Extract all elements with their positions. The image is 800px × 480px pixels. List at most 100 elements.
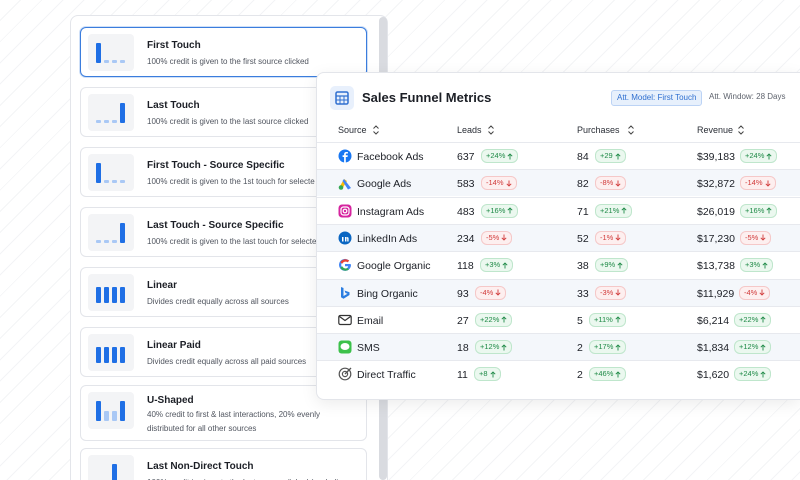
- trend-arrow: [501, 234, 507, 242]
- change-value: +16%: [745, 205, 765, 215]
- model-description: 100% credit is given to the last source …: [147, 117, 309, 126]
- change-value: -4%: [480, 287, 494, 297]
- change-badge: +21%: [595, 203, 633, 218]
- change-badge: +22%: [475, 312, 513, 327]
- window-label: Att. Window: 28 Days: [709, 92, 786, 101]
- model-title: Linear: [147, 280, 178, 291]
- trend-arrow: [502, 262, 508, 269]
- source-icon: [338, 204, 352, 218]
- leads-value: 93: [457, 287, 469, 300]
- purchases-value: 5: [577, 314, 583, 327]
- change-badge: +46%: [589, 367, 627, 382]
- model-icon: [88, 94, 134, 131]
- trend-arrow: [764, 180, 771, 187]
- change-badge: +24%: [734, 367, 772, 382]
- trend-arrow: [617, 262, 623, 269]
- source-name: Google Organic: [357, 260, 431, 273]
- change-badge: +8: [474, 367, 501, 382]
- model-icon: [88, 334, 134, 371]
- change-value: -4%: [744, 287, 758, 297]
- purchases-value: 84: [577, 151, 589, 163]
- source-name: SMS: [357, 342, 380, 355]
- model-description: 40% credit to first & last interactions,…: [147, 410, 320, 433]
- bar-icon: [96, 43, 125, 63]
- model-card[interactable]: First Touch 100% credit is given to the f…: [80, 27, 367, 77]
- change-value: -1%: [600, 232, 614, 242]
- model-title: U-Shaped: [147, 395, 194, 406]
- trend-arrow: [759, 289, 765, 296]
- trend-arrow: [760, 371, 766, 378]
- change-badge: -4%: [739, 285, 771, 300]
- model-description: 100% credit is given to the last touch f…: [147, 237, 317, 246]
- column-header[interactable]: Purchases: [577, 125, 620, 135]
- change-badge: +16%: [481, 203, 519, 218]
- table-row: Google Ads 583 -14% 82 -8% $32,872 -14%: [317, 169, 800, 197]
- table-row: Google Organic 118 +3% 38 +9% $13,738 +3%: [317, 251, 800, 278]
- change-badge: -3%: [595, 285, 627, 300]
- revenue-value: $17,230: [697, 232, 735, 245]
- model-description: 100% credit is given to the last source …: [147, 476, 352, 480]
- model-icon: [88, 154, 134, 191]
- source-name: Direct Traffic: [357, 369, 416, 382]
- model-card[interactable]: Last Non-Direct Touch 100% credit is give…: [80, 448, 367, 480]
- column-header[interactable]: Leads: [457, 125, 482, 135]
- table-row: Bing Organic 93 -4% 33 -3% $11,929 -4%: [317, 278, 800, 306]
- change-value: +24%: [745, 151, 765, 160]
- model-icon: [88, 274, 134, 311]
- change-value: +12%: [739, 342, 759, 352]
- source-icon: [338, 314, 352, 325]
- trend-arrow: [760, 316, 766, 323]
- source-icon: [339, 259, 351, 272]
- source-name: Bing Organic: [357, 287, 418, 300]
- model-description: 100% credit is given to the first source…: [147, 57, 309, 66]
- trend-arrow: [760, 234, 766, 242]
- revenue-value: $1,834: [697, 342, 730, 355]
- panel-icon: [330, 86, 354, 110]
- change-badge: -5%: [740, 230, 772, 245]
- sort-icon: [373, 125, 379, 135]
- source-name: Instagram Ads: [357, 205, 425, 218]
- purchases-value: 52: [577, 232, 589, 245]
- change-badge: +16%: [740, 203, 778, 218]
- source-icon: [338, 231, 352, 245]
- model-icon: [88, 214, 134, 251]
- source-name: LinkedIn Ads: [357, 232, 418, 245]
- leads-value: 483: [457, 205, 475, 218]
- source-name: Facebook Ads: [357, 151, 424, 163]
- column-header[interactable]: Revenue: [697, 125, 734, 135]
- change-badge: +17%: [589, 340, 627, 355]
- revenue-value: $39,183: [697, 151, 735, 163]
- change-value: -8%: [600, 178, 614, 188]
- column-header[interactable]: Source: [338, 125, 367, 135]
- bar-icon: [96, 163, 125, 183]
- change-badge: +12%: [734, 340, 772, 355]
- change-value: +11%: [594, 314, 613, 324]
- source-icon: [338, 340, 352, 354]
- panel-title: Sales Funnel Metrics: [362, 90, 492, 105]
- source-name: Google Ads: [357, 178, 412, 191]
- bar-icon: [96, 103, 125, 123]
- change-badge: +3%: [740, 258, 774, 273]
- change-value: -5%: [745, 232, 759, 242]
- model-description: Divides credit equally across all paid s…: [147, 357, 307, 366]
- trend-arrow: [615, 180, 621, 187]
- trend-arrow: [507, 207, 513, 214]
- change-value: +29: [600, 151, 613, 160]
- change-badge: +12%: [475, 340, 513, 355]
- trend-arrow: [615, 343, 621, 351]
- purchases-value: 38: [577, 260, 589, 273]
- change-value: -14%: [486, 178, 504, 188]
- change-badge: -8%: [595, 176, 627, 191]
- change-badge: -1%: [595, 230, 627, 245]
- revenue-value: $6,214: [697, 314, 730, 327]
- leads-value: 583: [457, 178, 475, 191]
- bar-icon: [96, 347, 125, 363]
- change-badge: -4%: [475, 285, 507, 300]
- bar-icon: [96, 287, 125, 303]
- change-badge: +22%: [734, 312, 772, 327]
- change-value: +3%: [745, 260, 761, 270]
- source-name: Email: [357, 314, 384, 327]
- trend-arrow: [615, 316, 621, 323]
- source-icon: [341, 286, 350, 299]
- change-value: +17%: [594, 342, 614, 352]
